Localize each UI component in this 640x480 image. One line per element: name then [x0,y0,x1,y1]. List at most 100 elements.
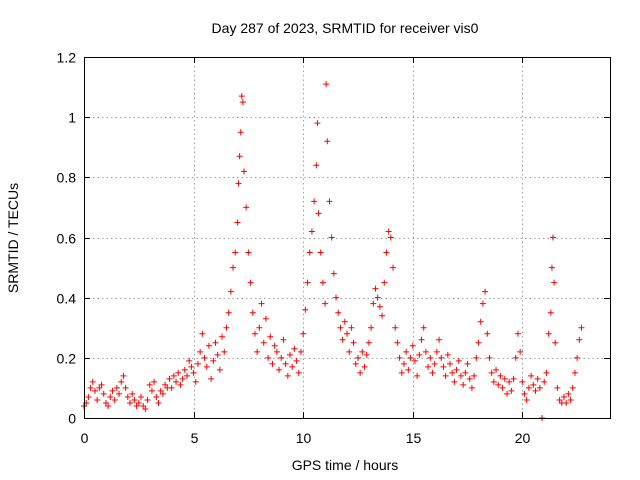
data-point [569,384,576,391]
data-point [337,324,344,331]
data-point [223,324,230,331]
data-point [181,366,188,373]
data-point [323,81,330,88]
data-point [153,393,160,400]
data-point [251,330,258,337]
data-point [398,369,405,376]
data-point [396,354,403,361]
data-point [438,354,445,361]
data-point [512,354,519,361]
data-point [536,384,543,391]
data-point [551,279,558,286]
data-point [409,342,416,349]
data-point [107,393,114,400]
data-point [148,387,155,394]
data-point [554,384,561,391]
data-point [214,351,221,358]
data-point [284,372,291,379]
data-point [534,375,541,382]
data-point [273,348,280,355]
data-point [304,279,311,286]
data-point [245,249,252,256]
data-point [326,198,333,205]
data-point [543,369,550,376]
data-point [545,330,552,337]
data-point [484,330,491,337]
data-point [254,348,261,355]
data-point [335,309,342,316]
data-point [297,348,304,355]
data-point [87,384,94,391]
data-point [429,369,436,376]
data-point [249,309,256,316]
data-point [276,366,283,373]
data-point [532,387,539,394]
data-point [278,354,285,361]
data-point [488,369,495,376]
x-tick-label: 5 [191,430,199,446]
data-point [348,324,355,331]
data-point [168,384,175,391]
data-point [300,330,307,337]
data-point [234,219,241,226]
data-point [328,234,335,241]
data-point [179,375,186,382]
axis-ticks [84,57,610,419]
data-point [374,294,381,301]
data-point [352,360,359,367]
data-point [563,399,570,406]
data-point [354,354,361,361]
data-point [528,372,535,379]
data-point [508,387,515,394]
x-axis-label: GPS time / hours [292,457,399,473]
data-point [236,153,243,160]
data-point [317,249,324,256]
data-point [140,402,147,409]
data-point [394,339,401,346]
data-point [260,339,267,346]
data-point [468,384,475,391]
data-point [157,387,164,394]
data-point [256,324,263,331]
data-point [120,372,127,379]
data-point [501,375,508,382]
data-point [190,369,197,376]
data-point [552,339,559,346]
data-point [571,369,578,376]
data-point [560,393,567,400]
data-point [173,378,180,385]
x-tick-labels: 0 5 10 15 20 [81,430,531,446]
data-point [455,357,462,364]
data-point [442,372,449,379]
data-point [425,363,432,370]
data-point [315,210,322,217]
data-point [91,387,98,394]
data-point [387,234,394,241]
data-point [506,378,513,385]
data-point [311,198,318,205]
data-point [403,348,410,355]
plot-frame [84,57,611,419]
data-point [127,399,134,406]
data-point [462,369,469,376]
data-point [129,390,136,397]
data-point [440,363,447,370]
y-tick-label: 0 [68,411,76,427]
data-point [146,381,153,388]
data-point [499,384,506,391]
data-point [221,348,228,355]
data-point [576,336,583,343]
x-tick-label: 20 [515,430,531,446]
data-point [447,360,454,367]
data-point [514,330,521,337]
data-point [363,351,370,358]
data-point [302,306,309,313]
data-point [192,378,199,385]
data-point [490,378,497,385]
data-point [379,312,386,319]
data-point [238,93,245,100]
data-point [530,381,537,388]
data-point [151,378,158,385]
data-point [135,399,142,406]
data-point [94,396,101,403]
